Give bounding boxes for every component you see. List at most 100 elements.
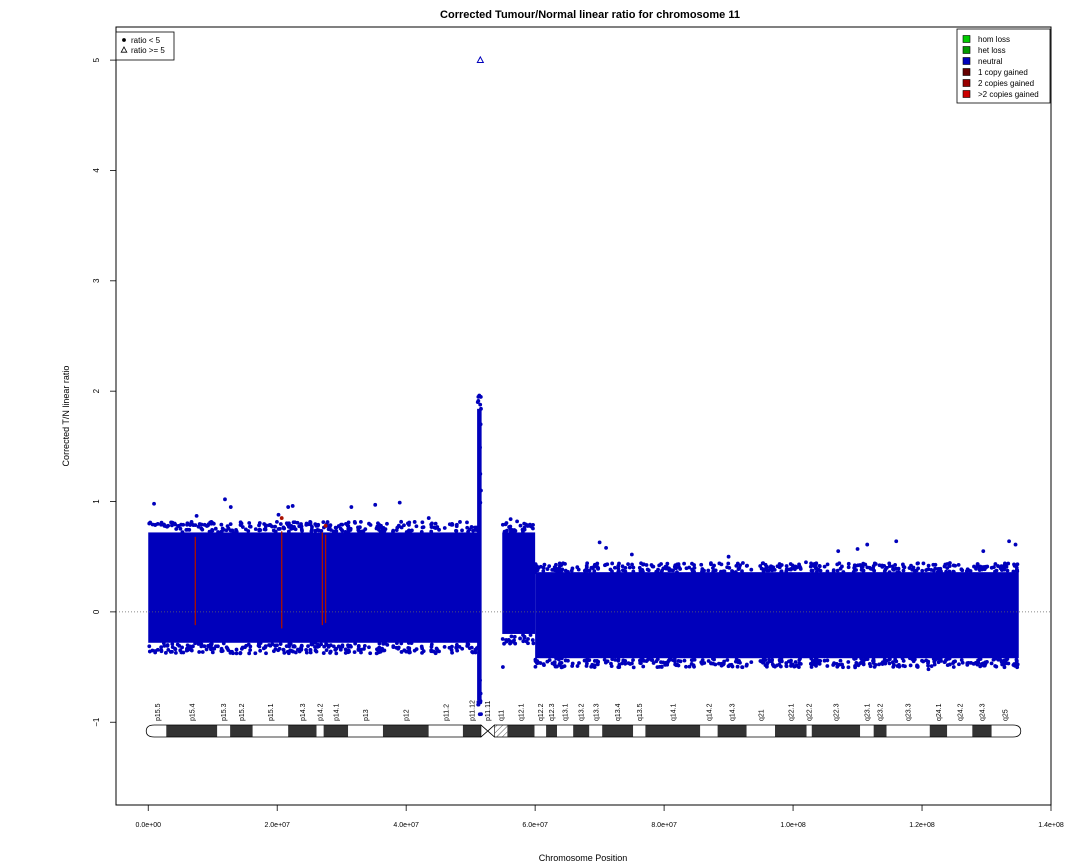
data-point [457,644,462,649]
data-point [479,712,483,717]
data-point [585,657,590,661]
axes: 0.0e+00 2.0e+07 4.0e+07 6.0e+07 8.0e+07 1.0e+… [92,57,1064,829]
data-point [378,649,383,654]
ideogram-band [316,725,324,737]
data-point [353,641,358,646]
data-point [897,570,901,575]
data-point [281,648,286,652]
data-point [521,639,526,644]
data-point [871,657,876,662]
data-point [836,549,841,554]
data-point [631,565,636,570]
data-point [512,634,517,639]
data-point [395,525,400,530]
x-tick-label: 1.0e+08 [780,822,806,829]
ideogram-band [589,725,603,737]
data-point [1004,661,1009,666]
data-point [861,561,866,566]
data-point [478,445,482,450]
data-point [585,661,589,666]
data-point [887,570,892,575]
data-point [926,563,931,568]
data-point [604,545,608,550]
shape-legend-label: ratio < 5 [131,36,161,45]
data-point [368,651,373,656]
data-point [293,650,298,655]
data-point [641,658,645,663]
data-point [956,563,961,567]
data-point [420,650,424,655]
data-point [210,650,215,655]
data-point [1002,665,1007,670]
data-point [419,530,424,534]
band-label: q24.1 [936,703,943,721]
data-point [722,659,727,664]
data-point [825,658,830,663]
data-point [1013,542,1018,547]
data-point [325,643,330,648]
data-point [677,565,681,569]
data-point [147,521,152,526]
state-legend-label: 2 copies gained [978,79,1034,88]
data-point [777,562,782,566]
data-point [692,566,697,570]
data-point [682,658,687,663]
band-label: q11 [498,710,505,721]
data-point [825,569,830,574]
data-point [508,517,513,522]
data-point [466,529,471,534]
data-point [340,644,345,649]
x-axis-label: Chromosome Position [539,853,628,863]
data-point [654,569,659,574]
data-point [825,664,830,668]
data-point [722,569,727,574]
data-point [896,566,901,571]
data-point [406,641,411,645]
data-point [340,522,345,527]
data-point [559,656,564,661]
data-point [758,564,763,568]
data-point [359,650,363,655]
data-point [278,522,283,526]
band-label: q12.1 [518,703,525,721]
data-point [687,565,692,570]
data-point [159,522,163,527]
data-point [651,661,656,665]
segment-0 [147,497,481,656]
data-point [470,650,475,655]
data-point [623,569,628,574]
segment-3 [533,539,1020,672]
data-point [814,565,819,570]
data-point [396,645,401,650]
data-point [887,661,892,666]
data-point [687,664,692,669]
data-point [349,505,354,509]
data-point [989,565,994,570]
band-label: p12 [403,709,410,721]
data-point [973,661,978,666]
data-point [852,656,856,661]
data-point [173,646,177,651]
data-point [271,649,276,654]
data-point [841,665,845,670]
legend-circle-marker [122,38,126,42]
data-point [763,562,768,567]
data-point [271,528,276,533]
data-point [595,561,600,566]
data-point [921,561,926,566]
x-tick-label: 4.0e+07 [393,822,419,829]
data-point [309,529,314,534]
data-point [700,567,705,571]
data-point [631,665,636,670]
data-point [228,528,233,533]
data-point [623,565,628,570]
data-point [730,664,735,669]
data-point [627,565,632,570]
data-point [170,642,175,646]
data-point [267,643,271,647]
data-point [676,658,681,663]
data-point [838,658,843,663]
data-point [735,664,740,669]
